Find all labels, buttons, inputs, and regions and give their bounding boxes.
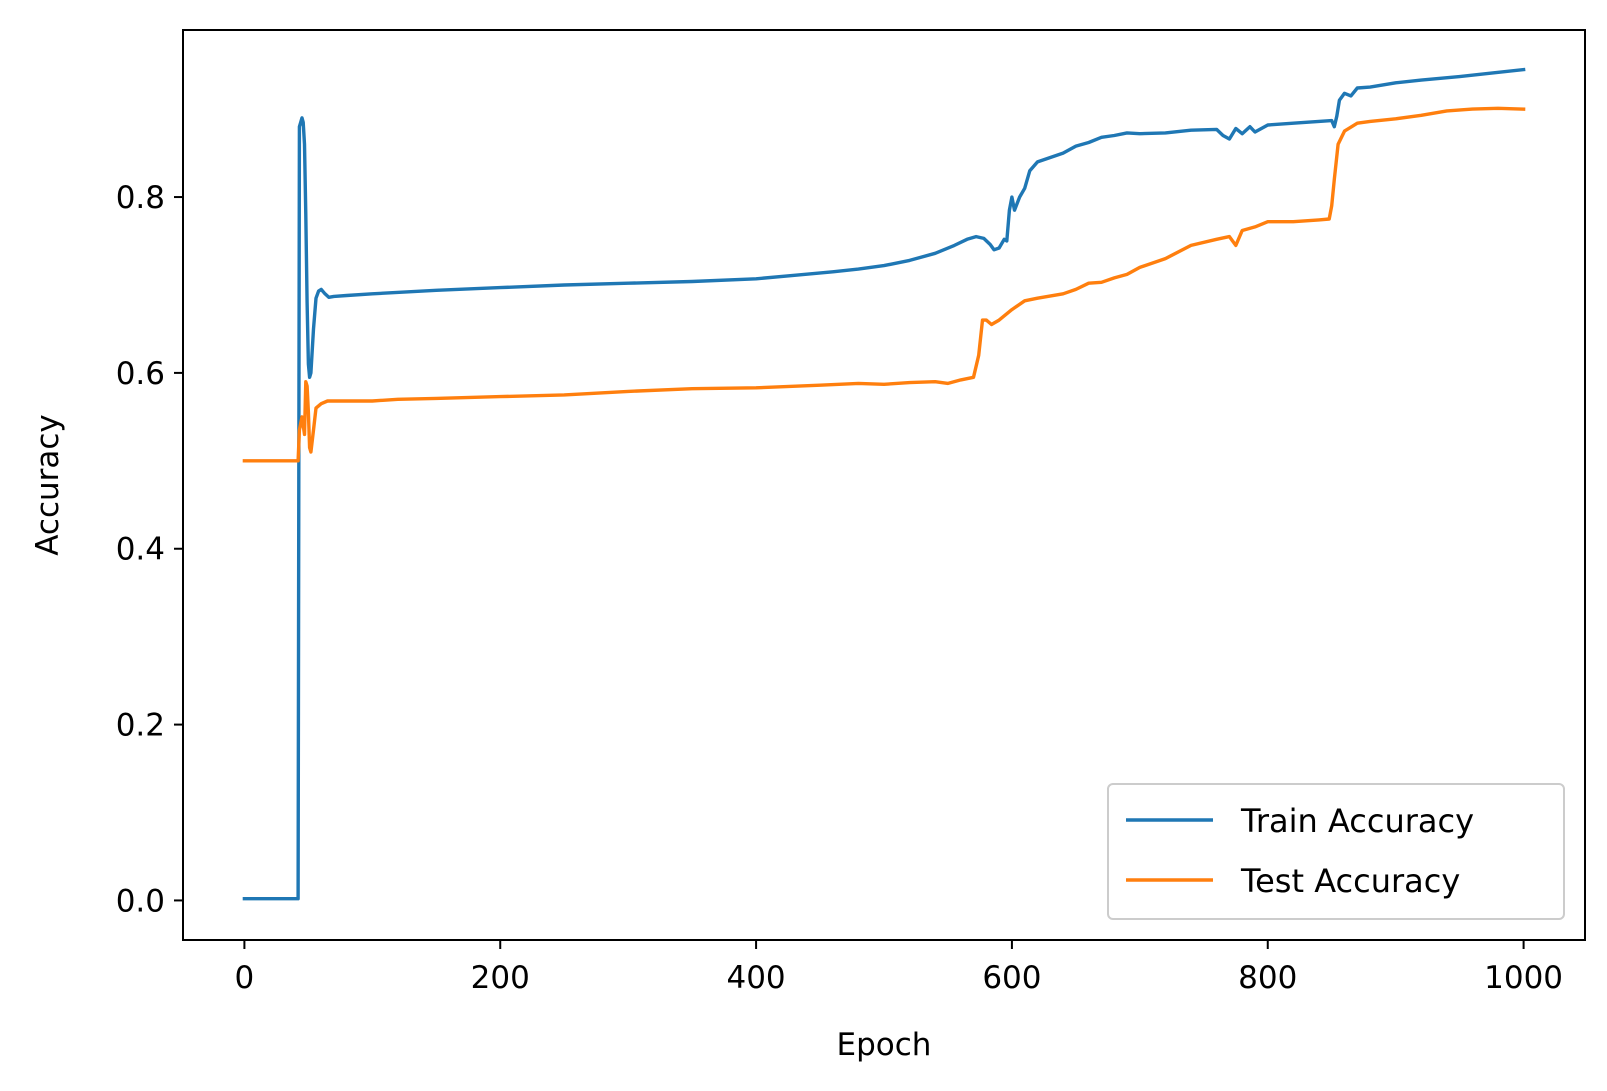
- series-line-train-accuracy: [242, 67, 1526, 901]
- series-layer: [242, 67, 1526, 901]
- y-tick-label: 0.4: [116, 532, 165, 568]
- y-axis-ticks: 0.0 0.2 0.4 0.6 0.8: [116, 180, 183, 919]
- x-tick-label: 800: [1238, 960, 1297, 996]
- y-tick-label: 0.0: [116, 883, 165, 919]
- plot-frame: [182, 29, 1586, 941]
- x-axis-ticks: 0 200 400 600 800 1000: [235, 940, 1563, 996]
- y-tick-label: 0.2: [116, 708, 165, 744]
- y-tick-label: 0.8: [116, 180, 165, 216]
- y-axis-label: Accuracy: [30, 414, 66, 556]
- series-line-test-accuracy: [242, 106, 1526, 463]
- x-tick-label: 600: [982, 960, 1041, 996]
- legend-box: [1107, 783, 1565, 920]
- legend-label-train-accuracy: Train Accuracy: [1240, 802, 1474, 840]
- x-tick-label: 0: [235, 960, 255, 996]
- x-tick-label: 1000: [1484, 960, 1563, 996]
- x-tick-label: 200: [471, 960, 530, 996]
- y-tick-label: 0.6: [116, 356, 165, 392]
- legend-label-test-accuracy: Test Accuracy: [1240, 862, 1460, 900]
- x-axis-label: Epoch: [837, 1027, 932, 1063]
- x-tick-label: 400: [726, 960, 785, 996]
- legend: Train Accuracy Test Accuracy: [1107, 783, 1565, 920]
